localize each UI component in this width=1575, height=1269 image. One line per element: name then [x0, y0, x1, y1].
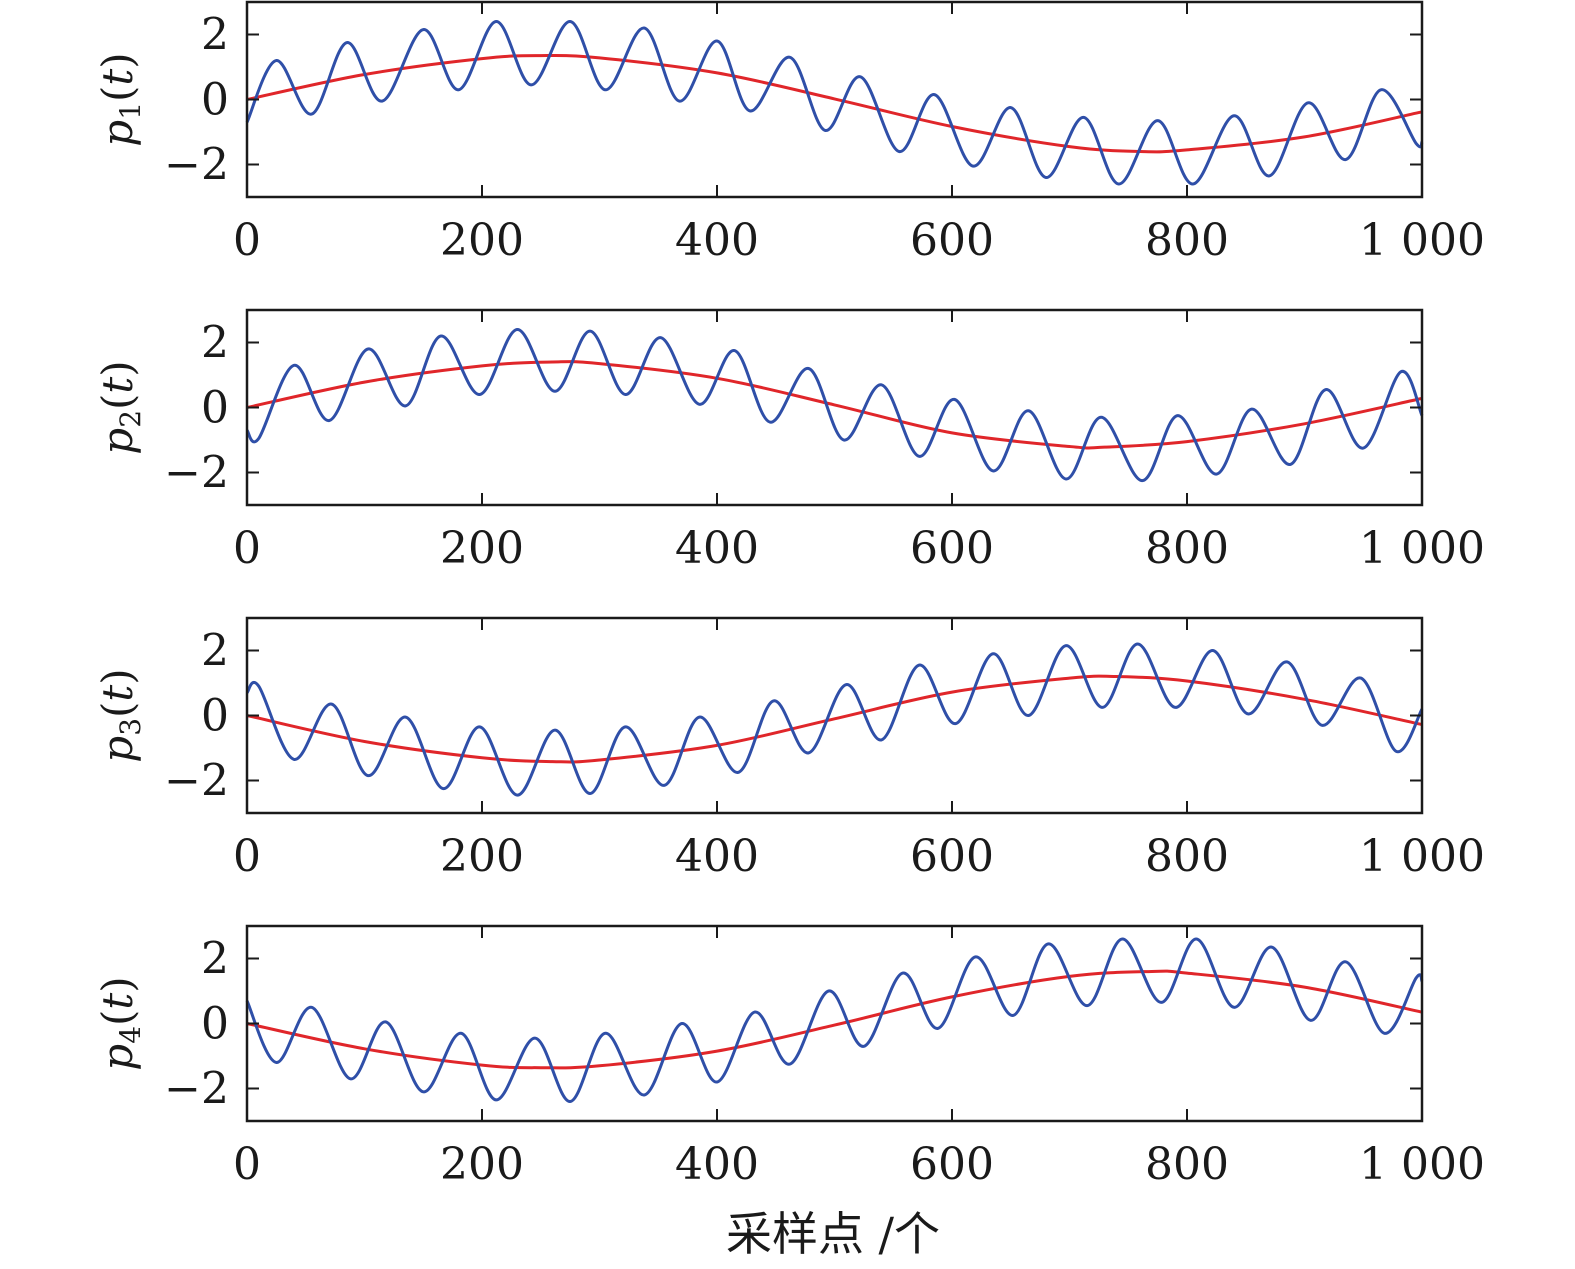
y-tick-label: 0 — [201, 691, 229, 742]
panel-3-axes-box — [245, 616, 1424, 815]
panel-4-blue-series-line — [245, 937, 1424, 1103]
panel-1-y-axis-label: p1(t) — [93, 52, 147, 146]
x-tick-label: 600 — [910, 831, 994, 882]
x-tick-label: 600 — [910, 215, 994, 266]
x-tick-label: 0 — [233, 215, 261, 266]
y-tick-label: −2 — [164, 448, 229, 499]
y-tick-label: 2 — [201, 934, 229, 985]
x-tick-label: 1 000 — [1359, 831, 1485, 882]
panel-1-red-series-line — [246, 54, 1423, 154]
y-tick-label: 2 — [201, 318, 229, 369]
x-tick-label: 1 000 — [1359, 1139, 1485, 1190]
y-tick-label: 2 — [201, 10, 229, 61]
y-tick-label: −2 — [164, 140, 229, 191]
x-tick-label: 0 — [233, 523, 261, 574]
panel-2-blue-series-line — [245, 327, 1424, 483]
y-tick-label: −2 — [164, 756, 229, 807]
y-tick-label: 0 — [201, 75, 229, 126]
panel-2-y-axis-label: p2(t) — [93, 360, 147, 454]
x-tick-label: 800 — [1145, 215, 1229, 266]
x-tick-label: 200 — [440, 1139, 524, 1190]
x-tick-label: 400 — [675, 215, 759, 266]
panel-1-blue-series-line — [245, 20, 1424, 186]
panel-2-red-series-line — [246, 360, 1423, 450]
x-tick-label: 800 — [1145, 831, 1229, 882]
x-tick-label: 200 — [440, 831, 524, 882]
y-tick-label: −2 — [164, 1064, 229, 1115]
x-tick-label: 1 000 — [1359, 523, 1485, 574]
x-axis-label: 采样点 /个 — [726, 1207, 940, 1261]
x-tick-label: 200 — [440, 523, 524, 574]
x-tick-label: 600 — [910, 1139, 994, 1190]
x-tick-label: 0 — [233, 1139, 261, 1190]
x-tick-label: 1 000 — [1359, 215, 1485, 266]
panel-2-axes-box — [245, 308, 1424, 507]
x-tick-label: 400 — [675, 523, 759, 574]
panel-4-y-axis-label: p4(t) — [93, 976, 147, 1070]
panel-4-red-series-line — [246, 969, 1423, 1070]
y-tick-label: 0 — [201, 999, 229, 1050]
panel-3-blue-series-line — [245, 642, 1424, 797]
x-tick-label: 400 — [675, 1139, 759, 1190]
y-tick-label: 0 — [201, 383, 229, 434]
panel-3-y-axis-label: p3(t) — [93, 668, 147, 762]
x-tick-label: 800 — [1145, 523, 1229, 574]
x-tick-label: 0 — [233, 831, 261, 882]
x-tick-label: 800 — [1145, 1139, 1229, 1190]
x-tick-label: 200 — [440, 215, 524, 266]
y-tick-label: 2 — [201, 626, 229, 677]
x-tick-label: 600 — [910, 523, 994, 574]
x-tick-label: 400 — [675, 831, 759, 882]
